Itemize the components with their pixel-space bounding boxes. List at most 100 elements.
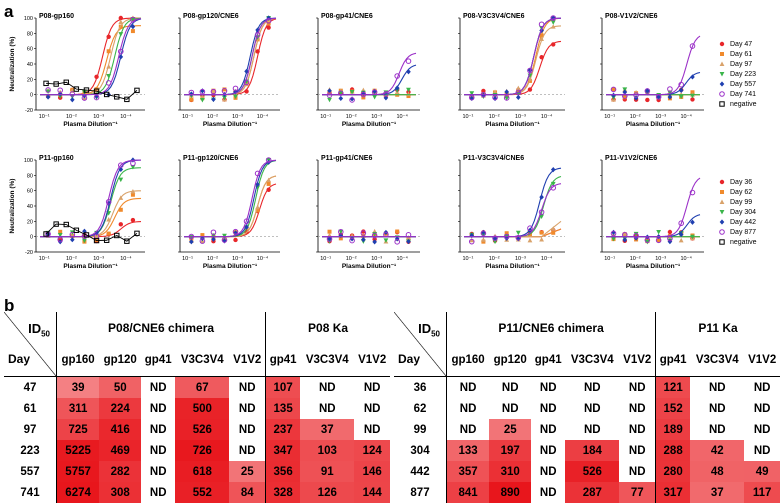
data-point (189, 239, 194, 245)
x-axis-label: Plasma Dilution⁻¹ (626, 263, 680, 270)
value-cell: 117 (744, 482, 780, 503)
value-cell: ND (565, 419, 620, 440)
x-axis-label: Plasma Dilution⁻¹ (63, 121, 117, 128)
value-cell: 152 (655, 398, 691, 419)
table-row: 741 6274 308 ND 552 84 328 126 144 (4, 482, 390, 503)
legend-item: Day 62 (718, 188, 756, 198)
series-curve (39, 17, 142, 96)
data-point (221, 88, 228, 94)
value-cell: 42 (690, 440, 745, 461)
data-point (200, 94, 205, 99)
series-curve (184, 17, 277, 96)
y-tick-label: 0 (30, 235, 33, 241)
negative-point (114, 232, 120, 239)
series-curve (184, 17, 277, 96)
legend-item: Day 223 (718, 70, 756, 80)
legend-marker-icon (719, 199, 725, 205)
value-cell: ND (300, 376, 355, 398)
value-cell: 5225 (56, 440, 100, 461)
data-point (468, 238, 475, 245)
value-cell: ND (141, 419, 176, 440)
value-cell: ND (229, 440, 266, 461)
negative-point (124, 96, 130, 103)
data-point (383, 91, 389, 97)
data-point (622, 231, 628, 236)
value-cell: 49 (744, 461, 780, 482)
data-point (667, 86, 673, 92)
table-row: 223 5225 469 ND 726 ND 347 103 124 (4, 440, 390, 461)
data-point (211, 96, 216, 102)
series-curve (322, 52, 417, 96)
x-tick-label: 10⁻³ (655, 256, 666, 262)
legend-marker-icon (720, 190, 724, 195)
data-point (244, 89, 249, 94)
data-point (199, 238, 206, 244)
value-cell: ND (229, 398, 266, 419)
data-point (492, 235, 498, 241)
value-cell: 890 (489, 482, 532, 503)
data-point (70, 237, 75, 243)
x-tick-label: 10⁻² (489, 114, 500, 120)
column-header: gp41 (655, 344, 691, 377)
data-point (633, 92, 639, 98)
x-tick-label: 10⁻² (346, 114, 357, 120)
data-point (481, 92, 486, 98)
value-cell: 618 (175, 461, 230, 482)
data-point (130, 16, 136, 23)
series-curve (463, 25, 562, 96)
data-point (255, 49, 260, 54)
series-curve (606, 214, 701, 238)
data-point (538, 21, 545, 28)
x-tick-label: 10⁻¹ (320, 114, 331, 120)
data-point (327, 232, 332, 238)
chart-title: P08-gp120/CNE6 (183, 13, 239, 20)
group-header: P11/CNE6 chimera (445, 312, 656, 344)
value-cell: ND (141, 376, 176, 398)
series-curve (40, 197, 142, 238)
data-point (690, 74, 695, 80)
x-tick-label: 10⁻³ (93, 114, 104, 120)
series-curve (184, 175, 277, 238)
day-cell: 61 (23, 402, 37, 415)
data-point (94, 74, 99, 80)
data-point (118, 54, 124, 60)
data-point (678, 94, 684, 100)
value-cell: ND (565, 398, 620, 419)
data-point (406, 87, 411, 93)
id50-label: ID (28, 321, 42, 337)
axes (601, 160, 704, 253)
value-cell: 287 (565, 482, 620, 503)
value-cell: 77 (619, 482, 656, 503)
value-cell: 725 (56, 419, 100, 440)
data-point (361, 237, 366, 243)
data-point (211, 236, 216, 242)
day-label: Day (8, 351, 31, 366)
table-row: 36 ND ND ND ND ND 121 ND ND (394, 376, 780, 398)
group-header: P08 Ka (265, 312, 390, 344)
x-axis-label: Plasma Dilution⁻¹ (203, 263, 257, 270)
value-cell: ND (354, 376, 390, 398)
axes (459, 160, 565, 253)
series-curve (606, 71, 701, 96)
data-point (503, 233, 510, 240)
data-point (45, 89, 51, 94)
data-point (222, 238, 227, 244)
legend-label: Day 61 (730, 51, 753, 58)
data-point (611, 236, 616, 242)
data-point (349, 236, 355, 242)
data-point (188, 89, 195, 96)
data-point (550, 181, 556, 187)
value-cell: ND (141, 398, 176, 419)
series-curve (463, 17, 562, 96)
value-cell: 146 (354, 461, 390, 482)
legend-label: Day 99 (730, 199, 753, 206)
data-point (622, 95, 627, 100)
value-cell: ND (141, 482, 176, 503)
column-header: V3C3V4 (690, 344, 745, 377)
legend-top: Day 47 Day 61 Day 97 Day 223 Day 557 Day 741 n… (718, 40, 756, 110)
value-cell: 5757 (56, 461, 100, 482)
data-point (515, 230, 521, 236)
legend-bottom: Day 36 Day 62 Day 99 Day 304 Day 442 Day 877 n… (718, 178, 756, 248)
value-cell: ND (141, 440, 176, 461)
